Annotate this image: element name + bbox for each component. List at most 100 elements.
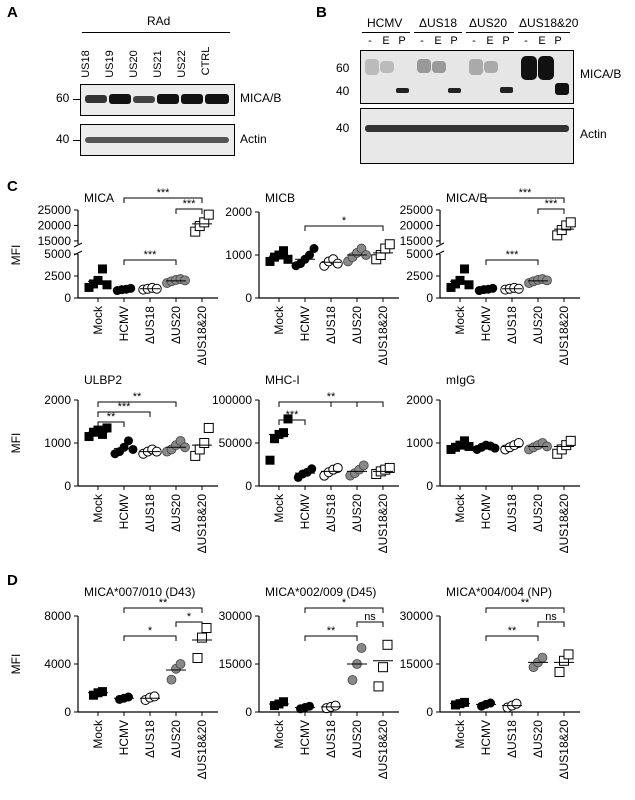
point-marker xyxy=(119,442,129,452)
point-marker xyxy=(128,444,138,454)
x-tick-label: ΔUS18&20 xyxy=(376,494,390,554)
point-marker xyxy=(460,697,469,707)
x-tick-label: HCMV xyxy=(479,720,493,755)
x-tick-label: ΔUS20 xyxy=(350,720,364,758)
significance-bracket xyxy=(97,411,151,417)
x-tick-label: ΔUS18&20 xyxy=(557,720,571,780)
axis-break-mark xyxy=(73,242,83,248)
significance-bracket xyxy=(278,419,306,425)
blot-b-lane-letter: E xyxy=(486,35,494,47)
blot-band xyxy=(85,95,107,103)
x-tick-label: ΔUS18 xyxy=(143,306,157,344)
x-tick-label: Mock xyxy=(272,719,286,749)
point-marker xyxy=(98,429,107,439)
blot-b-mica-panel xyxy=(360,50,574,104)
y-tick-label: 30000 xyxy=(400,609,434,623)
blot-band xyxy=(500,87,513,93)
x-tick-label: ΔUS20 xyxy=(169,494,183,532)
point-marker xyxy=(537,652,548,663)
y-tick-label: 20000 xyxy=(38,218,72,232)
y-tick-label: 15000 xyxy=(400,234,434,248)
point-marker xyxy=(464,280,474,290)
blot-b-group-label: HCMV xyxy=(367,16,403,30)
significance-label: *** xyxy=(183,198,197,210)
significance-label: *** xyxy=(519,187,533,199)
chart-8: MICA*004/004 (NP) 0 15000 30000 Mock HCMV ΔUS1… xyxy=(400,585,580,779)
significance-bracket xyxy=(356,621,384,627)
point-marker xyxy=(356,643,367,653)
x-tick-label: ΔUS18 xyxy=(324,494,338,532)
blot-band xyxy=(555,83,569,95)
y-tick-label: 1000 xyxy=(44,436,71,450)
blot-a-marker: 40 xyxy=(56,132,70,146)
point-marker xyxy=(98,264,107,274)
significance-bracket xyxy=(97,421,125,427)
significance-label: *** xyxy=(545,198,559,210)
y-tick-label: 0 xyxy=(245,479,252,493)
blot-b-marker: 60 xyxy=(336,61,350,75)
y-tick-label: 100000 xyxy=(212,393,252,407)
blot-b-lane-letter: E xyxy=(538,35,546,47)
point-marker xyxy=(455,275,465,285)
x-tick-label: HCMV xyxy=(298,494,312,529)
point-marker xyxy=(102,423,112,433)
y-tick-label: 5000 xyxy=(406,247,433,261)
point-marker xyxy=(102,280,112,290)
point-marker xyxy=(197,632,207,643)
x-tick-label: Mock xyxy=(91,719,105,749)
chart-3: ULBP2 MFI 0 1000 2000 Mock HCMV ΔUS18 ΔUS20 ΔUS18… xyxy=(9,373,218,553)
point-marker xyxy=(149,691,160,702)
blot-band xyxy=(181,94,203,104)
point-marker xyxy=(283,414,293,424)
point-marker xyxy=(488,283,498,293)
significance-bracket xyxy=(485,259,539,265)
y-tick-label: 15000 xyxy=(38,234,72,248)
x-tick-label: Mock xyxy=(272,493,286,523)
blot-b-group-label: ΔUS20 xyxy=(469,16,508,30)
point-marker xyxy=(307,464,317,474)
blot-b-group-line xyxy=(518,32,570,33)
blot-band xyxy=(133,96,155,103)
y-tick-label: 0 xyxy=(426,479,433,493)
blot-b-lane-letter: P xyxy=(554,35,562,47)
chart-title: ULBP2 xyxy=(84,373,122,387)
point-marker xyxy=(513,438,524,448)
x-tick-label: Mock xyxy=(272,305,286,335)
significance-label: ns xyxy=(364,611,376,623)
y-tick-label: 25000 xyxy=(38,203,72,217)
point-marker xyxy=(511,698,522,709)
point-marker xyxy=(305,701,314,711)
blot-band xyxy=(469,59,483,75)
chart-6: MICA*007/010 (D43) MFI 0 4000 8000 Mock HCMV ΔU… xyxy=(9,585,218,779)
panel-letter-d: D xyxy=(7,572,18,589)
x-tick-label: ΔUS20 xyxy=(531,494,545,532)
blot-band xyxy=(157,94,179,104)
blot-b-row-label: Actin xyxy=(580,127,607,141)
significance-bracket xyxy=(123,635,177,641)
x-tick-label: ΔUS20 xyxy=(531,720,545,758)
x-tick-label: ΔUS20 xyxy=(350,306,364,344)
point-marker xyxy=(347,675,358,685)
x-tick-label: ΔUS18 xyxy=(324,306,338,344)
x-tick-label: ΔUS18&20 xyxy=(376,306,390,366)
chart-1: MICB 0 1000 2000 Mock HCMV ΔUS18 ΔUS20 ΔUS18&20 * xyxy=(225,191,399,365)
point-marker xyxy=(126,283,136,293)
blot-a-mica-panel xyxy=(80,84,235,116)
y-tick-label: 20000 xyxy=(400,218,434,232)
y-tick-label: 1000 xyxy=(406,436,433,450)
blot-b-row-label: MICA/B xyxy=(580,67,622,81)
point-marker xyxy=(486,698,495,708)
y-tick-label: 0 xyxy=(426,291,433,305)
blot-b-group-line xyxy=(362,32,410,33)
y-tick-label: 0 xyxy=(64,291,71,305)
blot-a-marker-tick xyxy=(73,99,80,100)
x-tick-label: ΔUS20 xyxy=(169,306,183,344)
significance-label: * xyxy=(187,611,192,623)
chart-title: MICB xyxy=(265,191,295,205)
x-tick-label: ΔUS18 xyxy=(324,720,338,758)
significance-label: ** xyxy=(107,411,116,423)
blot-band xyxy=(538,56,554,80)
blot-a-row-label: Actin xyxy=(240,132,267,146)
chart-5: mIgG 0 1000 2000 Mock HCMV ΔUS18 ΔUS20 ΔUS18&20 xyxy=(406,373,580,553)
